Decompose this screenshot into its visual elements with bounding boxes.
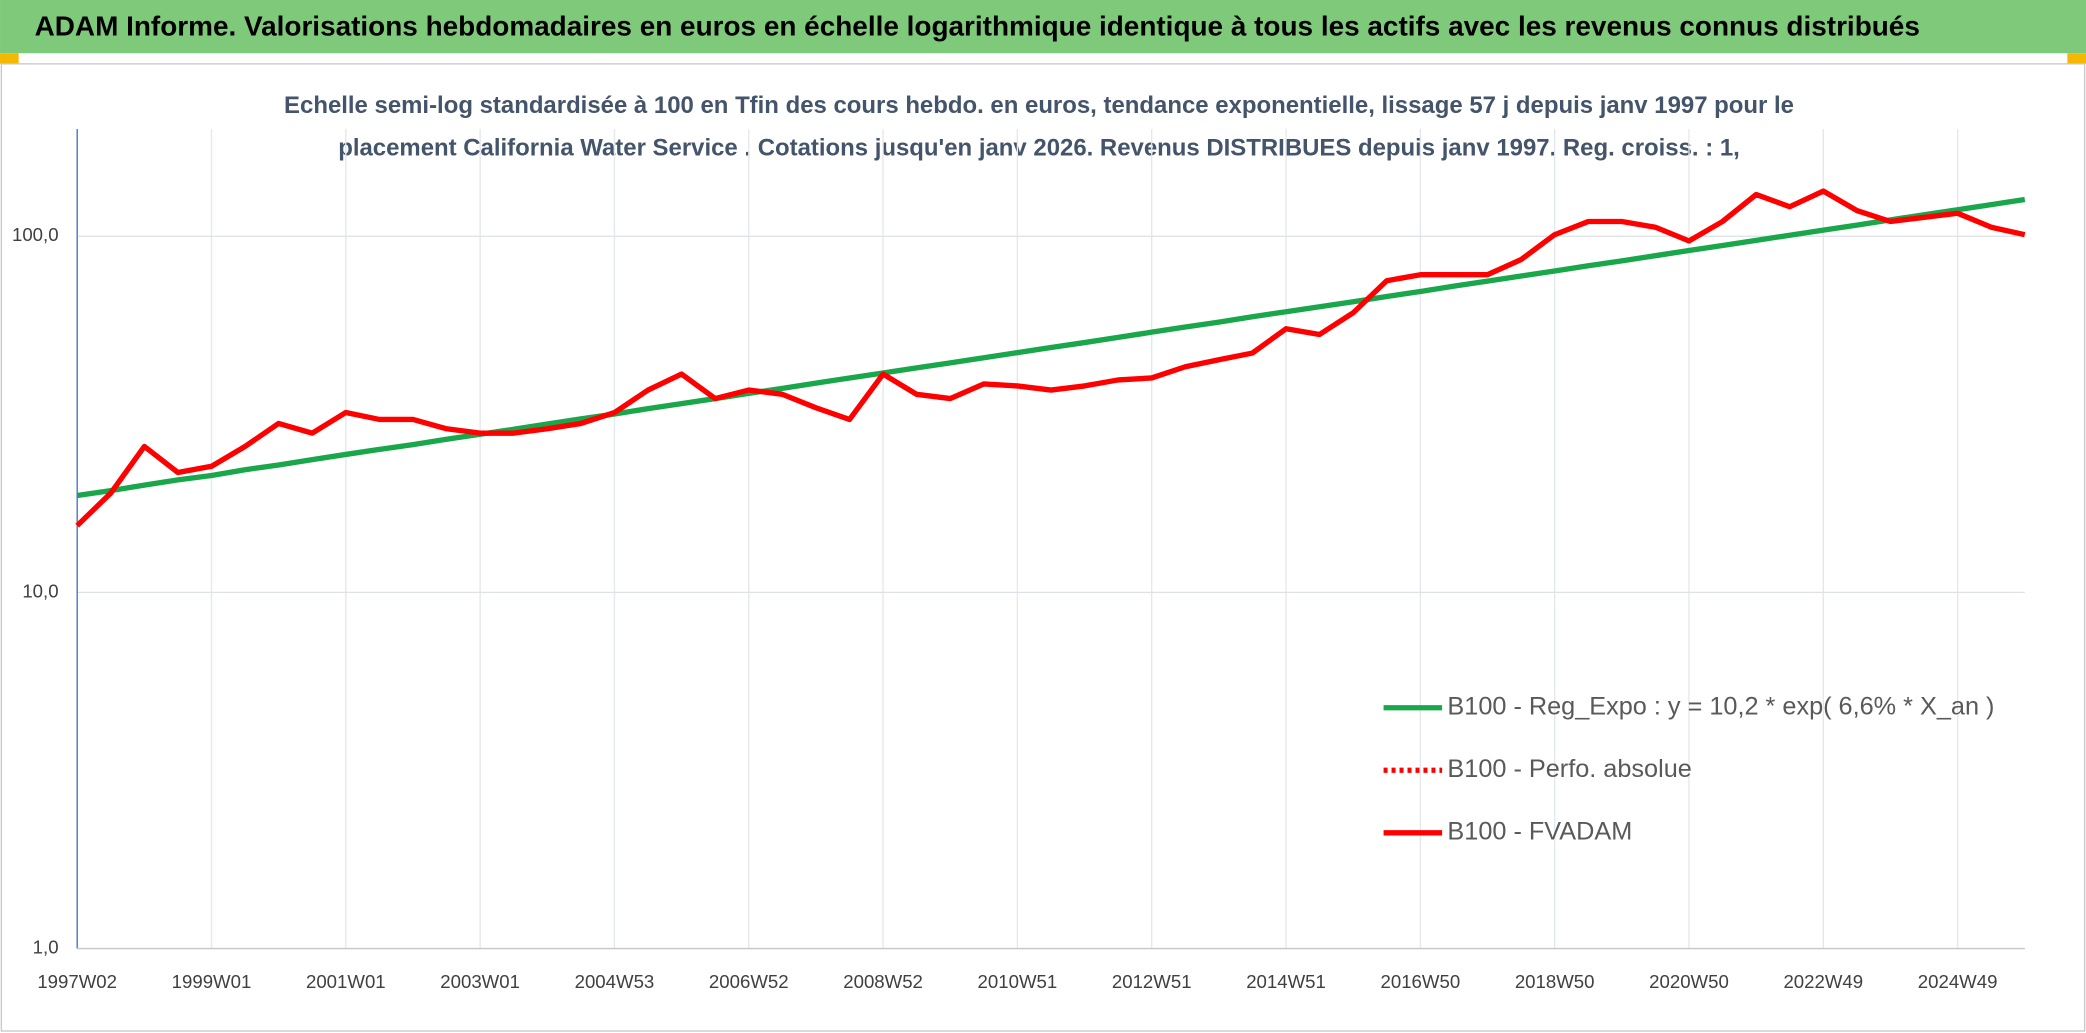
x-tick-label: 2006W52 — [709, 971, 789, 992]
y-tick-label: 10,0 — [22, 580, 58, 601]
x-tick-label: 1997W02 — [37, 971, 117, 992]
subtitle: placement California Water Service . Cot… — [338, 134, 1740, 161]
x-tick-label: 2010W51 — [978, 971, 1058, 992]
subtitle: Echelle semi-log standardisée à 100 en T… — [284, 92, 1794, 119]
chart-title: ADAM Informe. Valorisations hebdomadaire… — [35, 10, 1920, 41]
header-bar — [0, 0, 2086, 54]
x-tick-label: 2024W49 — [1918, 971, 1998, 992]
legend-label: B100 - FVADAM — [1447, 817, 1632, 845]
x-tick-label: 2016W50 — [1381, 971, 1461, 992]
y-tick-label: 100,0 — [12, 224, 59, 245]
x-tick-label: 2018W50 — [1515, 971, 1595, 992]
x-tick-label: 2014W51 — [1246, 971, 1326, 992]
x-tick-label: 2020W50 — [1649, 971, 1729, 992]
x-tick-label: 2012W51 — [1112, 971, 1192, 992]
x-tick-label: 2003W01 — [440, 971, 520, 992]
corner — [2067, 53, 2086, 64]
frame — [0, 63, 2086, 1032]
x-tick-label: 2008W52 — [843, 971, 923, 992]
x-tick-label: 2004W53 — [575, 971, 655, 992]
legend-label: B100 - Reg_Expo : y = 10,2 * exp( 6,6% *… — [1447, 692, 1994, 720]
x-tick-label: 2001W01 — [306, 971, 386, 992]
y-tick-label: 1,0 — [33, 936, 59, 957]
series-line — [76, 196, 2026, 499]
series-line — [75, 188, 2026, 528]
corner — [0, 53, 19, 64]
legend-label: B100 - Perfo. absolue — [1447, 755, 1691, 783]
x-tick-label: 2022W49 — [1783, 971, 1863, 992]
x-tick-label: 1999W01 — [172, 971, 252, 992]
